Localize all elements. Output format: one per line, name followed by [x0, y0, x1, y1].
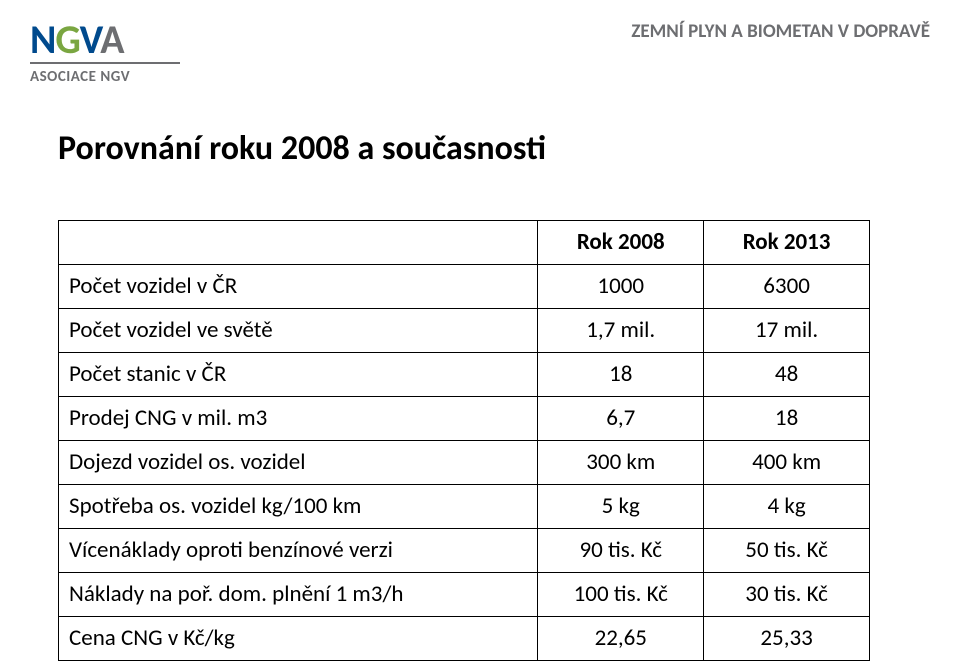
row-cell: 1,7 mil. [538, 309, 704, 353]
row-label: Počet vozidel v ČR [59, 265, 538, 309]
row-cell: 48 [704, 353, 870, 397]
row-cell: 4 kg [704, 485, 870, 529]
header-year-2013: Rok 2013 [704, 221, 870, 265]
row-cell: 5 kg [538, 485, 704, 529]
logo-letter-v: V [80, 15, 101, 64]
row-cell: 18 [704, 397, 870, 441]
row-label: Prodej CNG v mil. m3 [59, 397, 538, 441]
row-label: Dojezd vozidel os. vozidel [59, 441, 538, 485]
table-row: Dojezd vozidel os. vozidel 300 km 400 km [59, 441, 870, 485]
table-row: Náklady na poř. dom. plnění 1 m3/h 100 t… [59, 573, 870, 617]
logo-letter-n: N [30, 15, 55, 64]
comparison-table: Rok 2008 Rok 2013 Počet vozidel v ČR 100… [58, 220, 870, 661]
row-cell: 17 mil. [704, 309, 870, 353]
logo-wordmark: NGVA [30, 20, 180, 60]
table-row: Spotřeba os. vozidel kg/100 km 5 kg 4 kg [59, 485, 870, 529]
row-cell: 50 tis. Kč [704, 529, 870, 573]
row-cell: 400 km [704, 441, 870, 485]
row-cell: 300 km [538, 441, 704, 485]
logo-letter-a: A [100, 15, 123, 64]
logo-subtitle: ASOCIACE NGV [30, 68, 180, 86]
row-cell: 1000 [538, 265, 704, 309]
table-row: Prodej CNG v mil. m3 6,7 18 [59, 397, 870, 441]
row-label: Počet vozidel ve světě [59, 309, 538, 353]
row-cell: 22,65 [538, 617, 704, 661]
table-header-row: Rok 2008 Rok 2013 [59, 221, 870, 265]
row-label: Vícenáklady oproti benzínové verzi [59, 529, 538, 573]
logo-letter-g: G [55, 15, 79, 64]
header-blank [59, 221, 538, 265]
row-cell: 25,33 [704, 617, 870, 661]
row-cell: 30 tis. Kč [704, 573, 870, 617]
table-row: Počet stanic v ČR 18 48 [59, 353, 870, 397]
page-title: Porovnání roku 2008 a současnosti [58, 128, 546, 169]
row-cell: 90 tis. Kč [538, 529, 704, 573]
tagline: ZEMNÍ PLYN A BIOMETAN V DOPRAVĚ [631, 20, 930, 43]
logo: NGVA ASOCIACE NGV [30, 20, 180, 86]
table-row: Vícenáklady oproti benzínové verzi 90 ti… [59, 529, 870, 573]
row-cell: 18 [538, 353, 704, 397]
row-label: Náklady na poř. dom. plnění 1 m3/h [59, 573, 538, 617]
row-cell: 100 tis. Kč [538, 573, 704, 617]
table-row: Počet vozidel ve světě 1,7 mil. 17 mil. [59, 309, 870, 353]
row-cell: 6300 [704, 265, 870, 309]
row-label: Spotřeba os. vozidel kg/100 km [59, 485, 538, 529]
table-row: Cena CNG v Kč/kg 22,65 25,33 [59, 617, 870, 661]
row-cell: 6,7 [538, 397, 704, 441]
header-year-2008: Rok 2008 [538, 221, 704, 265]
row-label: Cena CNG v Kč/kg [59, 617, 538, 661]
row-label: Počet stanic v ČR [59, 353, 538, 397]
table-row: Počet vozidel v ČR 1000 6300 [59, 265, 870, 309]
